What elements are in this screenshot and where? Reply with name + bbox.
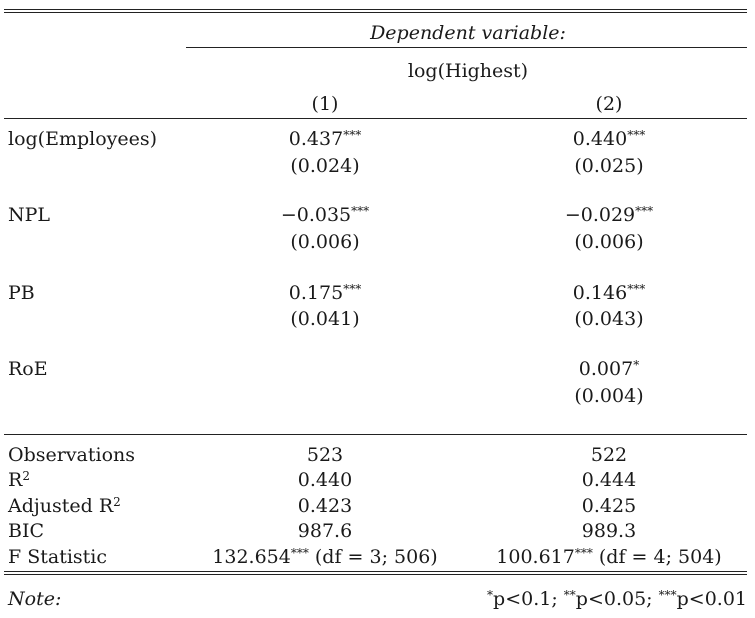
top-rule-inner (4, 12, 747, 13)
se-pb-2: (0.043) (574, 308, 644, 330)
stat-adjusted-r2-1: 0.423 (297, 495, 353, 517)
note-label: Note: (8, 588, 62, 610)
coef-log-employees-2: 0.440*** (572, 128, 646, 150)
coef-npl-1: −0.035*** (280, 204, 370, 226)
se-log-employees-1: (0.024) (290, 155, 360, 177)
stat-label-r2: R2 (8, 469, 30, 491)
top-rule (4, 9, 747, 10)
stat-label-adjusted-r2: Adjusted R2 (8, 495, 121, 517)
bottom-rule-inner (4, 574, 747, 575)
stat-label-bic: BIC (8, 520, 45, 542)
coef-pb-2: 0.146*** (572, 282, 646, 304)
stat-observations-1: 523 (306, 444, 344, 466)
stat-bic-2: 989.3 (581, 520, 637, 542)
coef-roe-2: 0.007* (578, 358, 640, 380)
dependent-variable-caption: Dependent variable: (370, 22, 566, 44)
header-underline (186, 47, 747, 48)
stat-bic-1: 987.6 (297, 520, 353, 542)
stat-f-statistic-2: 100.617*** (df = 4; 504) (496, 546, 722, 568)
column-header-2: (2) (595, 93, 623, 115)
row-label-log-employees: log(Employees) (8, 128, 158, 150)
stat-observations-2: 522 (590, 444, 628, 466)
column-header-1: (1) (311, 93, 339, 115)
stats-top-rule (4, 434, 747, 435)
se-npl-1: (0.006) (290, 231, 360, 253)
coef-npl-2: −0.029*** (564, 204, 654, 226)
significance-note: *p<0.1; **p<0.05; ***p<0.01 (487, 588, 747, 610)
se-npl-2: (0.006) (574, 231, 644, 253)
se-log-employees-2: (0.025) (574, 155, 644, 177)
row-label-roe: RoE (8, 358, 48, 380)
coef-log-employees-1: 0.437*** (288, 128, 362, 150)
stat-f-statistic-1: 132.654*** (df = 3; 506) (212, 546, 438, 568)
stat-label-observations: Observations (8, 444, 136, 466)
row-label-pb: PB (8, 282, 35, 304)
stat-r2-2: 0.444 (581, 469, 637, 491)
stat-label-f-statistic: F Statistic (8, 546, 108, 568)
row-label-npl: NPL (8, 204, 51, 226)
stat-adjusted-r2-2: 0.425 (581, 495, 637, 517)
bottom-rule (4, 571, 747, 572)
header-bottom-rule (4, 118, 747, 119)
se-roe-2: (0.004) (574, 385, 644, 407)
se-pb-1: (0.041) (290, 308, 360, 330)
stat-r2-1: 0.440 (297, 469, 353, 491)
coef-pb-1: 0.175*** (288, 282, 362, 304)
dependent-variable-name: log(Highest) (407, 60, 529, 82)
